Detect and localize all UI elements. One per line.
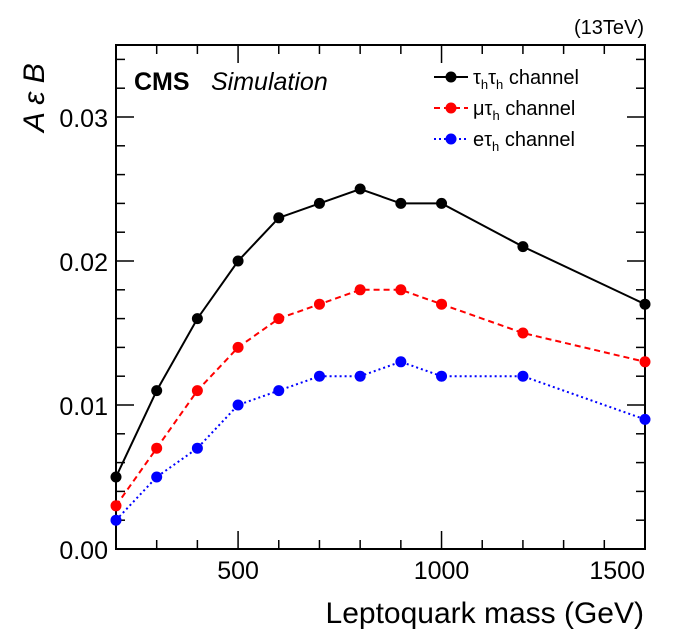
y-tick-label: 0.01: [59, 393, 108, 421]
data-point: [313, 370, 325, 382]
data-point: [436, 197, 448, 209]
y-tick-label: 0.03: [59, 105, 108, 133]
energy-label: (13TeV): [574, 17, 644, 39]
data-point: [232, 341, 244, 353]
series-line: [115, 187, 646, 478]
series-layer: [110, 183, 651, 526]
data-point: [517, 327, 529, 339]
legend-label: τhτh channel: [473, 67, 579, 92]
legend: τhτh channel μτh channel eτh channel: [434, 67, 579, 154]
tick-labels: 0.00 0.01 0.02 0.03 500 1000 1500: [59, 105, 645, 585]
axis-ticks: [115, 45, 646, 550]
legend-label: μτh channel: [473, 98, 575, 123]
y-tick-label: 0.02: [59, 249, 108, 277]
data-point: [110, 500, 122, 512]
data-point: [436, 298, 448, 310]
data-point: [639, 413, 651, 425]
legend-label: eτh channel: [473, 129, 575, 154]
data-point: [191, 313, 203, 325]
data-point: [151, 442, 163, 454]
data-point: [354, 284, 366, 296]
data-point: [273, 212, 285, 224]
data-point: [354, 183, 366, 195]
data-point: [232, 255, 244, 267]
cms-label: CMS: [134, 68, 190, 96]
data-point: [191, 385, 203, 397]
simulation-label: Simulation: [211, 68, 328, 96]
plot-frame: [115, 44, 646, 550]
data-point: [110, 514, 122, 526]
data-point: [639, 356, 651, 368]
data-point: [273, 385, 285, 397]
data-point: [110, 471, 122, 483]
x-tick-label: 500: [217, 557, 259, 585]
data-point: [313, 298, 325, 310]
data-point: [354, 370, 366, 382]
data-point: [639, 298, 651, 310]
data-point: [232, 399, 244, 411]
data-point: [313, 197, 325, 209]
legend-marker: [445, 71, 457, 83]
x-tick-label: 1000: [414, 557, 470, 585]
x-tick-label: 1500: [589, 557, 645, 585]
data-point: [436, 370, 448, 382]
data-point: [273, 313, 285, 325]
data-point: [395, 197, 407, 209]
legend-marker: [445, 102, 457, 114]
x-axis-label: Leptoquark mass (GeV): [326, 597, 644, 630]
data-point: [517, 370, 529, 382]
y-tick-label: 0.00: [59, 537, 108, 565]
data-point: [517, 241, 529, 253]
legend-marker: [445, 133, 457, 145]
data-point: [395, 284, 407, 296]
data-point: [191, 442, 203, 454]
data-point: [151, 471, 163, 483]
data-point: [151, 385, 163, 397]
data-point: [395, 356, 407, 368]
y-axis-label: A ε B: [18, 63, 51, 134]
